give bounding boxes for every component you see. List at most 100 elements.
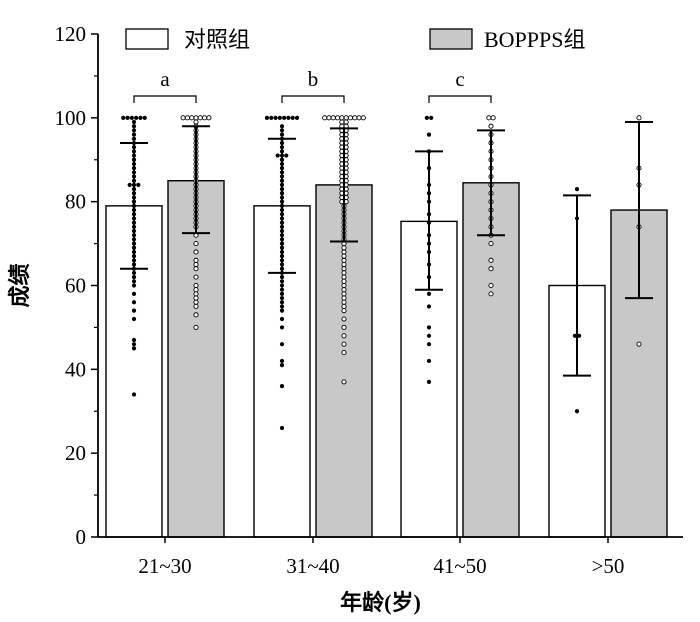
data-point [426, 342, 432, 347]
data-point [282, 115, 287, 120]
data-point [193, 303, 199, 310]
data-point [279, 304, 285, 309]
data-point [574, 409, 580, 414]
data-point [294, 115, 300, 120]
significance-layer: a b c [133, 67, 492, 103]
data-point [184, 115, 190, 121]
data-point [488, 266, 494, 272]
data-point [131, 279, 137, 284]
data-point [341, 324, 347, 330]
y-tick-label: 40 [65, 357, 86, 381]
data-point [488, 123, 494, 129]
data-point [279, 325, 285, 330]
data-point [356, 115, 362, 121]
data-point [290, 115, 295, 120]
data-point [269, 115, 274, 120]
data-point [574, 186, 580, 192]
data-point [426, 291, 432, 296]
data-point [341, 253, 347, 259]
data-point [131, 119, 137, 125]
data-point [360, 115, 366, 121]
data-point [180, 115, 186, 121]
significance-bracket [133, 95, 197, 103]
data-point [279, 342, 285, 347]
data-point [279, 358, 285, 364]
data-point [352, 115, 358, 121]
data-point [279, 316, 285, 322]
data-point [131, 337, 137, 343]
data-point [341, 295, 347, 301]
data-point [134, 115, 139, 120]
data-point [341, 379, 347, 385]
y-tick-label: 0 [76, 525, 87, 549]
data-point [341, 278, 347, 284]
data-point [341, 245, 347, 251]
data-point [284, 153, 289, 158]
data-point [343, 115, 349, 121]
data-point [341, 249, 347, 255]
data-point [131, 291, 137, 296]
data-point [193, 115, 199, 121]
data-point [193, 291, 199, 297]
data-point [131, 132, 137, 137]
legend: 对照组 BOPPPS组 [125, 27, 586, 52]
legend-label-control: 对照组 [184, 27, 250, 52]
data-point [273, 115, 278, 120]
data-point [275, 153, 280, 158]
significance-label: b [308, 67, 319, 91]
data-point [426, 358, 432, 364]
data-point [490, 115, 496, 121]
data-point [279, 124, 285, 129]
data-point [193, 295, 199, 301]
data-point [339, 119, 345, 125]
data-point [127, 182, 132, 187]
data-point [193, 249, 199, 255]
x-axis-label: 年龄(岁) [340, 590, 421, 615]
data-point [193, 119, 199, 125]
data-point [125, 115, 130, 120]
data-point [138, 115, 143, 120]
data-point [193, 261, 199, 268]
data-point [131, 124, 137, 129]
data-point [426, 333, 432, 338]
axes-layer: 0 20 40 60 80 100 120 21~30 31~40 41~50 >50 [55, 22, 683, 578]
data-point [341, 291, 347, 297]
y-tick-label: 80 [65, 190, 86, 214]
data-point [279, 295, 285, 301]
data-point [131, 308, 137, 313]
legend-swatch-control [125, 28, 169, 50]
data-point [193, 241, 199, 247]
data-point [131, 392, 137, 397]
data-point [488, 291, 494, 297]
data-point [341, 350, 347, 356]
data-point [426, 379, 432, 385]
data-point [131, 346, 137, 351]
error-bars-layer [120, 121, 653, 377]
data-point [322, 115, 328, 121]
data-point [193, 299, 199, 305]
y-axis-label: 成绩 [7, 263, 32, 307]
data-point [341, 316, 347, 322]
data-point [193, 257, 199, 263]
data-point [341, 303, 347, 310]
significance-bracket [428, 95, 492, 103]
data-point [330, 115, 336, 121]
data-point [341, 266, 347, 272]
data-point [131, 128, 137, 133]
data-point [131, 342, 137, 347]
bars-layer [105, 180, 668, 538]
data-point [636, 115, 642, 121]
data-point [193, 266, 199, 272]
data-point [131, 316, 137, 322]
data-point [572, 333, 577, 338]
data-point [136, 182, 141, 187]
data-point [279, 300, 285, 305]
data-point [279, 283, 285, 288]
data-point [202, 115, 208, 121]
data-point [279, 425, 285, 431]
y-tick-label: 120 [55, 22, 87, 46]
data-point [341, 257, 347, 263]
data-point [142, 115, 147, 120]
